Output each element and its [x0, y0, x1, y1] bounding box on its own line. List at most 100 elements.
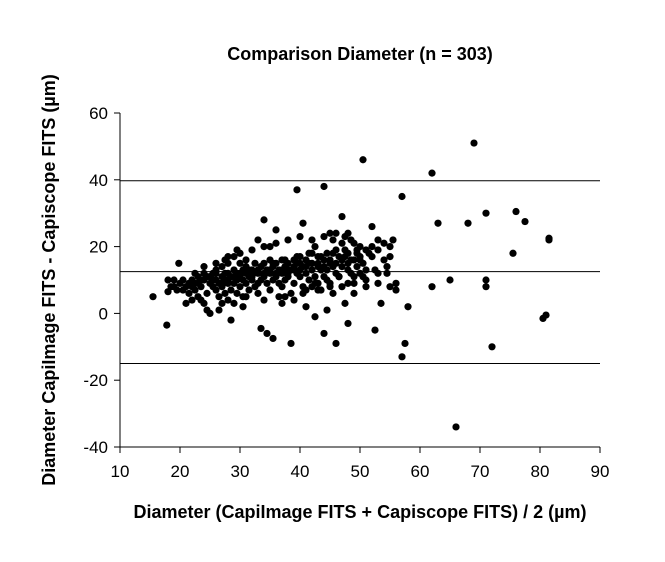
data-point: [296, 273, 304, 281]
data-point: [332, 259, 340, 267]
data-point: [242, 256, 250, 264]
y-tick-label: -20: [83, 371, 108, 390]
data-point: [197, 276, 205, 284]
data-point: [245, 286, 253, 294]
data-point: [163, 321, 171, 329]
chart-title: Comparison Diameter (n = 303): [227, 44, 493, 64]
data-point: [521, 217, 529, 226]
data-point: [251, 259, 259, 267]
data-point: [257, 324, 265, 333]
data-point: [299, 219, 307, 227]
data-point: [398, 192, 406, 201]
data-point: [221, 289, 229, 297]
data-point: [344, 279, 352, 287]
data-point: [248, 246, 256, 254]
x-tick-label: 10: [111, 462, 130, 481]
x-tick-label: 20: [171, 462, 190, 481]
data-point: [308, 236, 316, 244]
data-point: [257, 263, 265, 271]
data-point: [221, 269, 229, 277]
data-point: [311, 313, 319, 321]
data-point: [338, 256, 346, 264]
data-point: [380, 256, 388, 264]
data-point: [227, 316, 235, 324]
data-point: [230, 299, 238, 307]
data-point: [368, 243, 376, 251]
data-point: [344, 259, 352, 267]
data-point: [179, 276, 187, 284]
data-point: [260, 243, 268, 251]
data-point: [380, 239, 388, 247]
data-point: [206, 309, 214, 317]
data-point: [338, 239, 346, 247]
data-point: [488, 343, 496, 351]
data-point: [434, 219, 442, 227]
data-point: [254, 236, 262, 244]
data-point: [191, 286, 199, 294]
data-point: [296, 259, 304, 267]
data-point: [203, 273, 211, 281]
data-point: [266, 266, 274, 274]
data-point: [170, 283, 178, 291]
data-point: [278, 266, 286, 274]
data-point: [545, 236, 553, 244]
data-point: [164, 276, 172, 284]
data-point: [374, 236, 382, 244]
data-point: [482, 209, 490, 217]
data-point: [320, 182, 328, 191]
data-point: [383, 263, 391, 271]
data-point: [389, 236, 397, 244]
data-point: [212, 286, 220, 294]
data-point: [320, 263, 328, 271]
data-point: [278, 283, 286, 291]
data-point: [224, 253, 232, 261]
data-point: [275, 293, 283, 301]
data-point: [218, 263, 226, 271]
data-point: [218, 279, 226, 287]
data-point: [386, 283, 394, 291]
data-point: [185, 279, 193, 287]
data-point: [452, 423, 460, 431]
data-point: [236, 249, 244, 257]
data-point: [326, 259, 334, 267]
data-point: [509, 249, 517, 257]
data-point: [233, 289, 241, 297]
data-point: [326, 229, 334, 237]
data-point: [224, 296, 232, 304]
data-point: [338, 283, 346, 291]
data-point: [329, 289, 337, 297]
data-point: [305, 249, 313, 257]
data-point: [323, 276, 331, 284]
data-point: [224, 259, 232, 267]
data-point: [311, 243, 319, 251]
x-tick-label: 70: [471, 462, 490, 481]
data-point: [335, 273, 343, 281]
data-point: [347, 269, 355, 277]
data-point: [512, 207, 520, 216]
data-point: [191, 269, 199, 277]
data-point: [308, 259, 316, 267]
data-point: [227, 286, 235, 294]
data-point: [428, 283, 436, 291]
data-point: [350, 289, 358, 297]
data-point: [305, 276, 313, 284]
data-point: [470, 139, 478, 147]
x-tick-label: 30: [231, 462, 250, 481]
data-point: [215, 293, 223, 301]
x-tick-labels: 10 20 30 40 50 60 70 80 90: [111, 447, 609, 481]
data-point: [323, 249, 331, 257]
data-point: [209, 276, 217, 284]
data-point: [392, 279, 400, 287]
data-point: [287, 289, 295, 297]
data-point: [200, 299, 208, 307]
data-point: [263, 329, 271, 338]
data-point: [233, 269, 241, 277]
x-axis-label: Diameter (CapiImage FITS + Capiscope FIT…: [134, 502, 587, 522]
data-point: [353, 249, 361, 257]
data-point: [359, 273, 367, 281]
data-point: [278, 299, 286, 307]
data-point: [377, 299, 385, 307]
data-point: [362, 266, 370, 274]
y-tick-label: 0: [99, 304, 108, 323]
